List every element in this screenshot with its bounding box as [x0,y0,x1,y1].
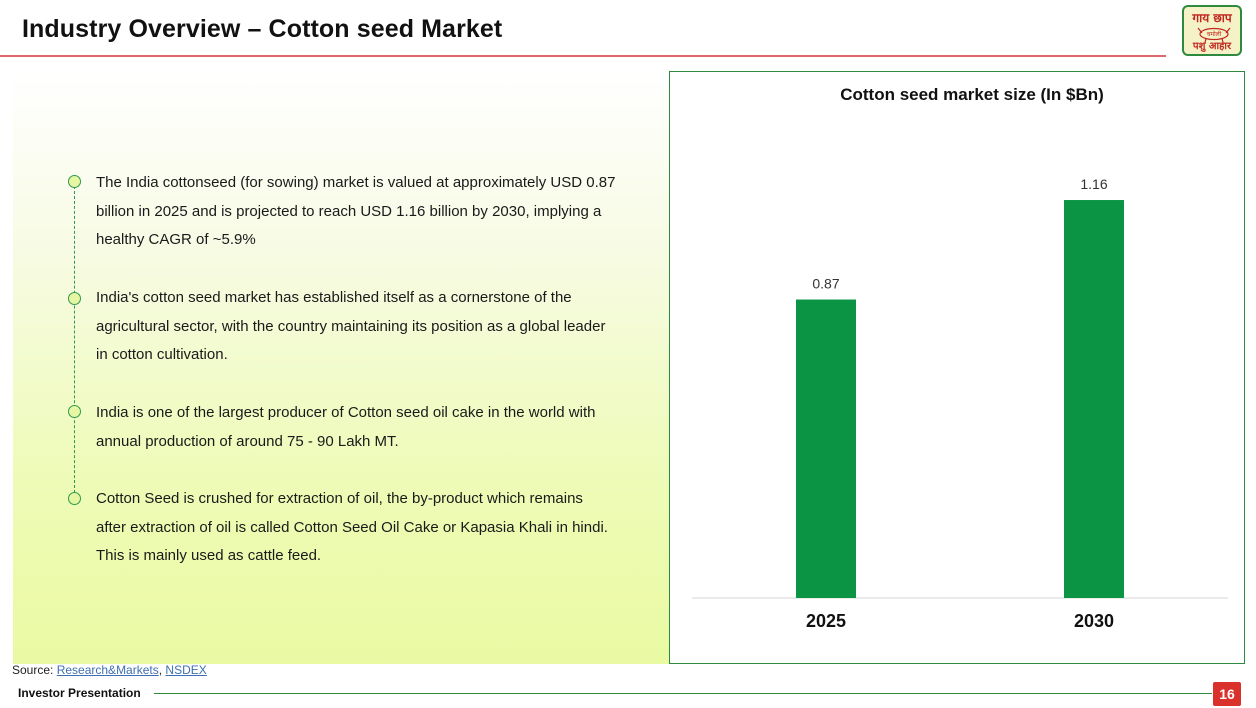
chart-container: Cotton seed market size (In $Bn) 0.87 202… [669,71,1245,664]
cow-icon: चमोली [1197,27,1231,44]
timeline-dot [68,492,81,505]
source-link-research-markets[interactable]: Research&Markets [56,663,159,677]
x-tick-label-2030: 2030 [1074,611,1114,631]
source-separator: , [158,663,166,677]
source-label: Source: [12,663,57,677]
bullet-text: The India cottonseed (for sowing) market… [96,174,616,249]
timeline-dot [68,292,81,305]
source-link-nsdex[interactable]: NSDEX [165,663,207,677]
data-label-2030: 1.16 [1080,176,1107,192]
timeline-dot [68,175,81,188]
title-underline [0,55,1166,57]
bullet-panel [13,72,669,664]
page-number-badge: 16 [1213,682,1241,706]
footer-label: Investor Presentation [18,686,141,700]
chart-title: Cotton seed market size (In $Bn) [840,85,1104,104]
bullet-text: India's cotton seed market has establish… [96,289,606,364]
timeline-dot [68,405,81,418]
logo-top-text: गाय छाप [1192,11,1232,25]
bullet-text: India is one of the largest producer of … [96,404,596,450]
logo-middle-text: चमोली [1207,30,1222,38]
x-tick-label-2025: 2025 [806,611,846,631]
data-label-2025: 0.87 [812,276,839,292]
timeline-line [74,186,75,498]
bar-2025 [796,299,856,598]
footer-rule [154,693,1212,694]
company-logo: गाय छाप चमोली पशु आहार [1182,5,1242,56]
bullet-text: Cotton Seed is crushed for extraction of… [96,490,608,565]
page-title: Industry Overview – Cotton seed Market [22,15,503,43]
logo-bottom-text: पशु आहार [1192,41,1232,52]
source-note: Source: Research&Markets, NSDEX [12,663,207,677]
bar-2030 [1064,200,1124,598]
bar-chart: Cotton seed market size (In $Bn) 0.87 202… [692,85,1228,631]
